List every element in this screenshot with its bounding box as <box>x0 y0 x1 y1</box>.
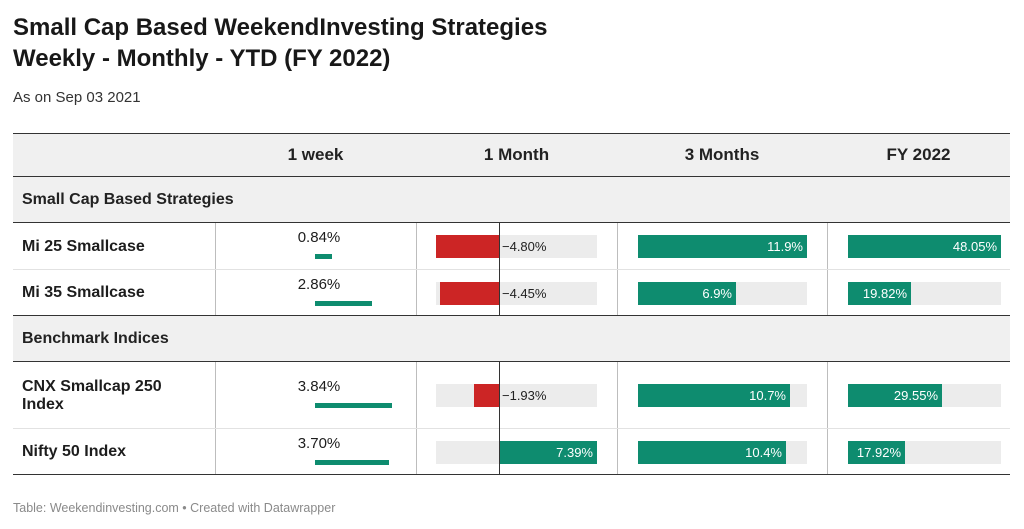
week-bar <box>315 301 372 306</box>
table-row: Nifty 50 Index 3.70% 7.39% 10.4% 17.92% <box>13 429 1010 475</box>
month-bar <box>499 441 597 464</box>
table-header: 1 week 1 Month 3 Months FY 2022 <box>13 133 1010 177</box>
column-header-3-months: 3 Months <box>684 145 760 164</box>
month-zero-line <box>499 223 500 270</box>
chart-title: Small Cap Based WeekendInvesting Strateg… <box>13 12 547 74</box>
month-zero-line <box>499 429 500 475</box>
column-divider <box>827 223 828 269</box>
column-header-fy-2022: FY 2022 <box>886 145 951 164</box>
column-divider <box>215 270 216 315</box>
three-months-bar-track: 6.9% <box>638 282 807 305</box>
group-label: Benchmark Indices <box>22 330 169 347</box>
column-divider <box>215 429 216 474</box>
row-name: CNX Smallcap 250 Index <box>22 378 162 413</box>
column-header-1-month: 1 Month <box>483 145 550 164</box>
three-months-bar <box>638 384 790 407</box>
month-value-label: −1.93% <box>502 388 547 403</box>
three-months-bar <box>638 441 786 464</box>
fy-2022-bar-track: 48.05% <box>848 235 1001 258</box>
month-value-label: −4.80% <box>502 239 547 254</box>
week-bar <box>315 403 392 408</box>
column-divider <box>416 270 417 315</box>
column-divider <box>617 223 618 269</box>
month-zero-line <box>499 270 500 316</box>
column-divider <box>416 429 417 474</box>
month-bar-track: −4.80% <box>436 235 597 258</box>
three-months-bar <box>638 235 807 258</box>
fy-2022-bar-track: 29.55% <box>848 384 1001 407</box>
fy-2022-value-label: 29.55% <box>893 388 938 403</box>
fy-2022-bar <box>848 235 1001 258</box>
month-value-label: 7.39% <box>556 445 593 460</box>
group-header-small-cap-based-strategies: Small Cap Based Strategies <box>13 177 1010 223</box>
group-header-benchmark-indices: Benchmark Indices <box>13 316 1010 362</box>
title-line-1: Small Cap Based WeekendInvesting Strateg… <box>13 14 548 41</box>
three-months-bar <box>638 282 736 305</box>
column-divider <box>416 362 417 428</box>
month-zero-line <box>499 362 500 429</box>
column-divider <box>215 223 216 269</box>
column-header-1-week: 1 week <box>287 145 344 164</box>
row-name: Nifty 50 Index <box>22 443 127 460</box>
column-divider <box>215 362 216 428</box>
three-months-value-label: 11.9% <box>767 239 803 254</box>
chart-subtitle: As on Sep 03 2021 <box>13 89 141 106</box>
table-row: Mi 35 Smallcase 2.86% −4.45% 6.9% 19.82% <box>13 270 1010 316</box>
row-name: Mi 35 Smallcase <box>22 284 145 301</box>
fy-2022-bar <box>848 282 911 305</box>
column-divider <box>416 223 417 269</box>
week-bar <box>315 254 332 259</box>
column-divider <box>617 429 618 474</box>
three-months-bar-track: 11.9% <box>638 235 807 258</box>
fy-2022-bar <box>848 441 905 464</box>
month-bar <box>474 384 499 407</box>
three-months-value-label: 10.7% <box>749 388 786 403</box>
table-row: CNX Smallcap 250 Index 3.84% −1.93% 10.7% 29… <box>13 362 1010 429</box>
three-months-bar-track: 10.4% <box>638 441 807 464</box>
fy-2022-bar-track: 19.82% <box>848 282 1001 305</box>
column-divider <box>827 429 828 474</box>
week-bar <box>315 460 389 465</box>
column-divider <box>827 270 828 315</box>
three-months-value-label: 6.9% <box>702 286 732 301</box>
title-line-2: Weekly - Monthly - YTD (FY 2022) <box>13 45 391 72</box>
month-bar-track: 7.39% <box>436 441 597 464</box>
month-bar-track: −1.93% <box>436 384 597 407</box>
fy-2022-value-label: 48.05% <box>952 239 997 254</box>
month-bar-track: −4.45% <box>436 282 597 305</box>
month-bar <box>440 282 499 305</box>
month-bar <box>436 235 499 258</box>
column-divider <box>617 362 618 428</box>
chart-footer: Table: Weekendinvesting.com • Created wi… <box>13 501 336 515</box>
row-name: Mi 25 Smallcase <box>22 238 145 255</box>
column-divider <box>827 362 828 428</box>
week-value: 2.86% <box>297 276 341 293</box>
week-value: 3.70% <box>297 435 341 452</box>
month-value-label: −4.45% <box>502 286 547 301</box>
three-months-bar-track: 10.7% <box>638 384 807 407</box>
week-value: 3.84% <box>297 378 341 395</box>
column-divider <box>617 270 618 315</box>
three-months-value-label: 10.4% <box>745 445 782 460</box>
group-label: Small Cap Based Strategies <box>22 191 234 208</box>
fy-2022-value-label: 19.82% <box>862 286 907 301</box>
fy-2022-bar-track: 17.92% <box>848 441 1001 464</box>
week-value: 0.84% <box>297 229 341 246</box>
table-row: Mi 25 Smallcase 0.84% −4.80% 11.9% 48.05% <box>13 223 1010 270</box>
fy-2022-value-label: 17.92% <box>856 445 901 460</box>
fy-2022-bar <box>848 384 942 407</box>
